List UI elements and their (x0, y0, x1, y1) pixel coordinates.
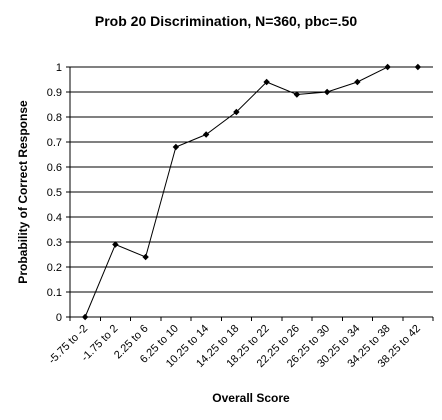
data-point (172, 143, 180, 151)
data-point (384, 63, 391, 71)
y-tick-label: 0.2 (47, 262, 62, 274)
data-point (202, 131, 210, 138)
y-tick-label: 1 (56, 62, 62, 74)
data-point (323, 88, 331, 96)
y-tick-label: 0.3 (47, 237, 62, 249)
data-point (354, 78, 361, 86)
data-point (293, 91, 301, 98)
data-point (233, 108, 240, 116)
series-line (84, 66, 418, 318)
chart-title: Prob 20 Discrimination, N=360, pbc=.50 (95, 13, 357, 29)
x-axis-label: Overall Score (212, 391, 290, 405)
x-tick-labels: -5.75 to -2-1.75 to 22.25 to 66.25 to 10… (46, 317, 434, 370)
series (81, 63, 422, 321)
y-tick-label: 0.4 (47, 212, 62, 224)
y-tick-label: 0.1 (47, 287, 62, 299)
y-tick-label: 0 (56, 312, 62, 324)
data-point (263, 78, 270, 86)
data-point (142, 253, 149, 261)
y-tick-labels: 0 0.1 0.2 0.3 0.4 0.5 0.6 0.7 0.8 0.9 1 (47, 62, 70, 324)
y-tick-label: 0.9 (47, 87, 62, 99)
data-point (414, 63, 422, 71)
y-axis-label: Probability of Correct Response (16, 100, 30, 284)
data-point (112, 241, 119, 248)
y-tick-label: 0.7 (47, 137, 62, 149)
gridlines (70, 66, 433, 293)
y-tick-label: 0.6 (47, 162, 62, 174)
y-tick-label: 0.8 (47, 112, 62, 124)
y-tick-label: 0.5 (47, 187, 62, 199)
data-point (81, 313, 89, 321)
